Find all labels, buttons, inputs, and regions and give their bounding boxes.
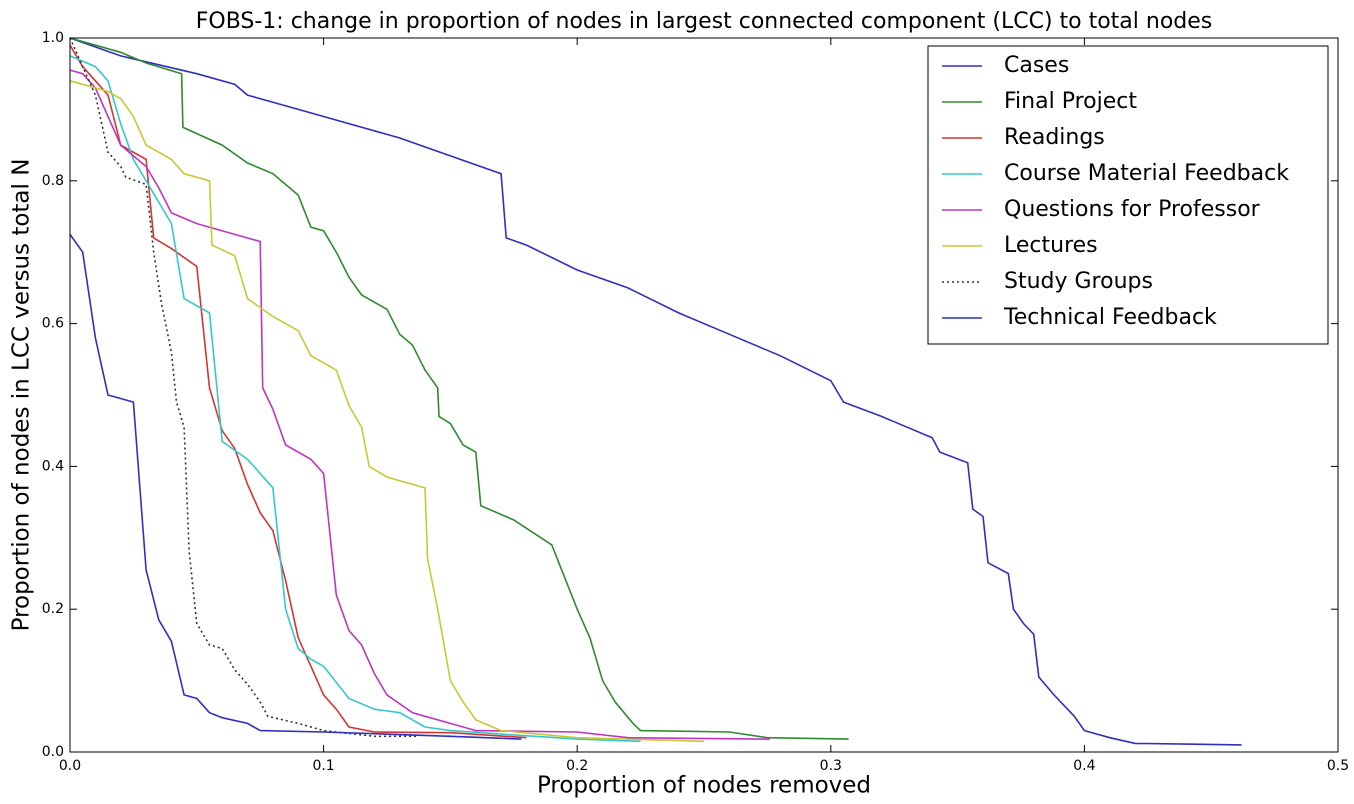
x-axis-label: Proportion of nodes removed <box>537 773 871 799</box>
y-tick-label: 0.8 <box>42 173 64 189</box>
legend-label: Study Groups <box>1004 269 1153 294</box>
series-line <box>69 37 418 738</box>
y-tick-label: 0.6 <box>42 316 64 332</box>
y-tick-label: 0.4 <box>42 458 64 474</box>
series-line <box>69 44 527 739</box>
legend-label: Lectures <box>1004 233 1098 258</box>
chart-title: FOBS-1: change in proportion of nodes in… <box>196 9 1213 34</box>
legend-label: Cases <box>1004 53 1069 78</box>
y-tick-label: 0.2 <box>42 601 64 617</box>
legend: Cases Final Project Readings Course Materia… <box>927 45 1329 345</box>
x-tick-label: 0.4 <box>1073 758 1095 774</box>
legend-label: Course Material Feedback <box>1004 161 1289 186</box>
legend-label: Final Project <box>1004 89 1137 114</box>
plot-frame <box>69 37 1339 753</box>
x-tick-label: 0.3 <box>820 758 842 774</box>
legend-label: Readings <box>1004 125 1105 150</box>
series-line <box>69 37 1242 746</box>
series-line <box>69 233 522 740</box>
legend-label: Technical Feedback <box>1003 305 1217 330</box>
series-line <box>69 69 770 740</box>
legend-box <box>927 45 1329 345</box>
series-line <box>69 37 849 740</box>
series-line <box>69 80 705 743</box>
y-axis-label: Proportion of nodes in LCC versus total … <box>9 159 35 632</box>
legend-label: Questions for Professor <box>1004 197 1261 222</box>
y-tick-label: 0.0 <box>42 744 64 760</box>
x-tick-label: 0.5 <box>1327 758 1349 774</box>
x-tick-label: 0.0 <box>59 758 81 774</box>
y-tick-label: 1.0 <box>42 30 64 46</box>
x-tick-label: 0.2 <box>566 758 588 774</box>
x-tick-label: 0.1 <box>312 758 334 774</box>
